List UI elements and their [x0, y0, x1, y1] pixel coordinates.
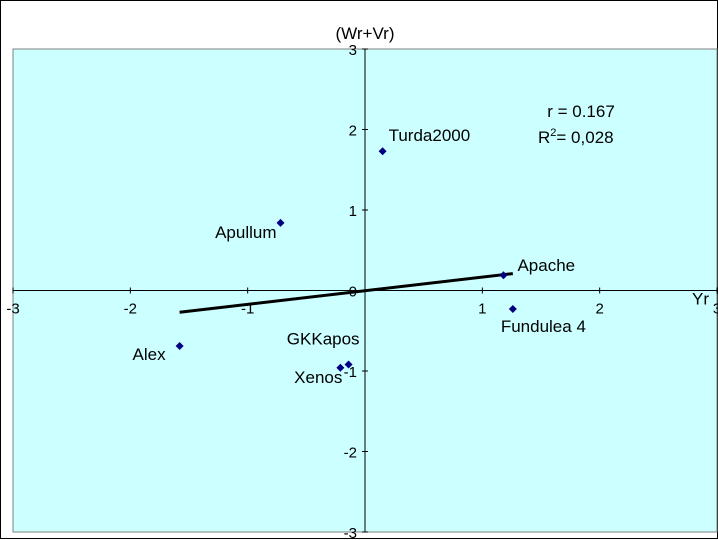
- regression-line: [179, 272, 514, 314]
- data-points: [175, 147, 517, 372]
- point-label: GKKapos: [287, 330, 360, 349]
- point-label: Apache: [517, 256, 575, 275]
- r2-superscript: 2: [550, 127, 556, 139]
- data-point-marker: [175, 342, 184, 351]
- x-tick-label: -3: [6, 301, 19, 318]
- x-tick-label: 3: [713, 301, 718, 318]
- point-label: Alex: [133, 345, 167, 364]
- y-axis-label: (Wr+Vr): [335, 24, 394, 43]
- r2-value: = 0,028: [556, 128, 613, 147]
- data-point-marker: [499, 271, 508, 280]
- x-tick-label: 1: [478, 301, 486, 318]
- r-squared-annotation: R2= 0,028: [538, 127, 614, 147]
- data-point-marker: [344, 360, 353, 369]
- y-tick-label: -1: [344, 364, 357, 381]
- r2-prefix: R: [538, 128, 550, 147]
- point-label: Apullum: [215, 223, 276, 242]
- y-tick-label: -3: [344, 525, 357, 540]
- correlation-annotation: r = 0.167: [547, 102, 615, 121]
- data-point-marker: [508, 305, 517, 314]
- point-labels: Turda2000 Apullum Apache Fundulea 4 Alex GKKa…: [133, 126, 586, 387]
- data-point-marker: [336, 363, 345, 372]
- y-tick-label: 2: [349, 123, 357, 140]
- x-tick-label: 2: [595, 301, 603, 318]
- x-tick-label: -2: [124, 301, 137, 318]
- point-label: Turda2000: [389, 126, 471, 145]
- x-axis-label: Yr: [692, 290, 709, 309]
- y-tick-label: 1: [349, 203, 357, 220]
- y-tick-label: -2: [344, 445, 357, 462]
- data-point-marker: [276, 218, 285, 227]
- data-point-marker: [378, 147, 387, 156]
- point-label: Xenos: [294, 368, 342, 387]
- point-label: Fundulea 4: [501, 317, 586, 336]
- y-tick-label: 3: [349, 42, 357, 59]
